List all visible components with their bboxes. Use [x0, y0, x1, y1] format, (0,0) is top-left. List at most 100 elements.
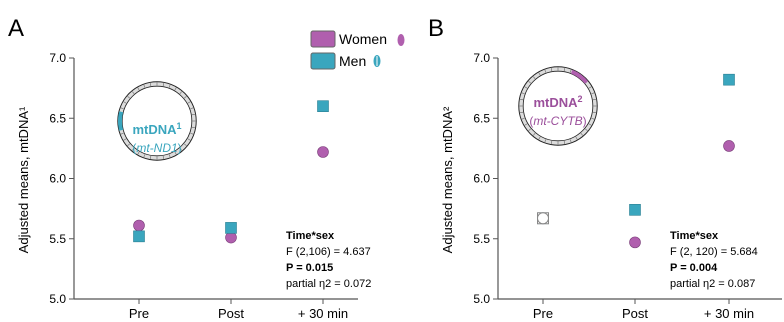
ring-tick	[563, 68, 565, 72]
ring-inner	[522, 70, 594, 142]
ring-tick	[580, 133, 583, 136]
y-tick-label: 5.0	[473, 292, 490, 306]
ring-tick	[120, 132, 124, 135]
men-point	[723, 73, 735, 86]
ring-tick	[174, 87, 177, 91]
women-point-overlap	[537, 212, 549, 225]
mtdna-gene-name-b: mt-CYTB	[533, 114, 582, 128]
ring-tick	[538, 136, 541, 140]
ring-tick	[120, 107, 124, 110]
ring-tick	[528, 81, 531, 84]
ring-tick	[575, 136, 578, 140]
legend-label-men: Men	[339, 53, 366, 69]
panel-a: A Adjusted means, mtDNA¹ 5.0 5.5 6.0 6.5 7.0…	[8, 15, 371, 321]
ring-tick	[585, 128, 588, 131]
ring-tick	[569, 139, 572, 143]
women-point	[723, 140, 735, 152]
stats-eta-a: partial η2 = 0.072	[286, 278, 371, 290]
mtdna-overlay-a: mtDNA1 (mt-ND1)	[117, 81, 197, 161]
legend-label-women: Women	[339, 31, 387, 47]
ring-tick	[143, 84, 146, 88]
ring-tick	[524, 123, 528, 126]
ring-tick	[521, 92, 525, 95]
men-point	[133, 230, 145, 243]
ring-tick	[132, 91, 135, 94]
ring-tick	[592, 99, 596, 101]
men-point	[317, 100, 329, 112]
ring-tick	[533, 76, 536, 79]
ring-gene-highlight	[118, 111, 124, 131]
women-point	[629, 236, 641, 249]
ring-tick	[520, 99, 524, 101]
ring-tick	[538, 72, 541, 76]
x-tick-label: Post	[622, 306, 648, 321]
x-tick-label: + 30 min	[704, 306, 754, 321]
ring-tick	[528, 128, 531, 131]
legend-swatch-men	[310, 52, 336, 70]
ring-tick	[150, 83, 152, 87]
mtdna-title-a: mtDNA1	[132, 121, 181, 137]
ring-tick	[190, 132, 194, 135]
ring-tick	[569, 69, 572, 73]
mtdna-gene-a: (mt-ND1)	[132, 141, 181, 155]
stats-title-a: Time*sex	[286, 230, 335, 242]
ring-tick	[588, 86, 592, 89]
ring-gene-highlight	[570, 69, 589, 84]
y-tick-label: 5.5	[49, 232, 66, 246]
ring-tick	[520, 111, 524, 113]
ring-tick	[551, 68, 553, 72]
ring-tick	[591, 92, 595, 95]
mtdna-gene-suffix-a: )	[178, 141, 182, 155]
ring-tick	[162, 155, 164, 159]
ring-tick	[168, 154, 171, 158]
panel-b: B Adjusted means, mtDNA² 5.0 5.5 6.0 6.5 7.0…	[428, 15, 782, 321]
mtdna-gene-prefix-b: (	[529, 114, 533, 128]
ring-tick	[191, 114, 195, 116]
ring-tick	[592, 111, 596, 113]
ring-tick	[174, 151, 177, 155]
ring-tick	[184, 96, 187, 99]
stats-p-a: P = 0.015	[286, 262, 333, 274]
stats-f-b: F (2, 120) = 5.684	[670, 246, 758, 258]
stats-title-b: Time*sex	[670, 230, 719, 242]
ring-tick	[127, 143, 130, 146]
ring-tick	[150, 155, 152, 159]
ring-tick	[187, 138, 191, 141]
ring-tick	[588, 123, 592, 126]
ring-tick	[591, 117, 595, 120]
ring-tick	[533, 133, 536, 136]
men-point	[225, 222, 237, 234]
ring-tick	[187, 101, 191, 104]
legend: Women Men	[310, 30, 405, 70]
ring-tick	[123, 138, 127, 141]
ring-tick	[143, 154, 146, 158]
ring-inner	[121, 85, 193, 157]
mtdna-ring-a	[117, 81, 197, 161]
female-symbol-icon	[397, 34, 405, 46]
ring-tick	[184, 143, 187, 146]
stats-eta-b: partial η2 = 0.087	[670, 278, 755, 290]
panel-label-b: B	[428, 15, 444, 42]
ring-tick	[544, 139, 547, 143]
ring-tick	[179, 91, 182, 94]
y-axis-label-a: Adjusted means, mtDNA¹	[16, 106, 31, 253]
women-point	[317, 146, 329, 158]
mtdna-title-sup-b: 2	[578, 94, 583, 104]
y-tick-label: 6.5	[473, 111, 490, 125]
ticks-a: 5.0 5.5 6.0 6.5 7.0 Pre Post + 30 min	[49, 51, 348, 321]
y-tick-label: 6.0	[473, 172, 490, 186]
ring-tick	[132, 148, 135, 151]
mtdna-gene-prefix-a: (	[132, 141, 136, 155]
ring-tick	[168, 84, 171, 88]
ring-tick	[137, 87, 140, 91]
y-axis-label-b: Adjusted means, mtDNA²	[440, 106, 455, 253]
men-point	[629, 204, 641, 216]
ring-tick	[127, 96, 130, 99]
x-tick-label: Pre	[533, 306, 553, 321]
mtdna-gene-name-a: mt-ND1	[136, 141, 177, 155]
ticks-b: 5.0 5.5 6.0 6.5 7.0 Pre Post + 30 min	[473, 51, 754, 321]
x-tick-label: Post	[218, 306, 244, 321]
stats-box-a: Time*sex F (2,106) = 4.637 P = 0.015 par…	[286, 230, 371, 290]
ring-tick	[123, 101, 127, 104]
marks-b	[537, 73, 735, 249]
